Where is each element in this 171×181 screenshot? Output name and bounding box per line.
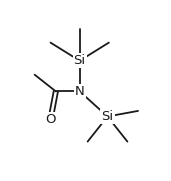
Text: Si: Si (101, 110, 114, 123)
Text: N: N (75, 85, 85, 98)
Text: O: O (45, 113, 56, 126)
Text: Si: Si (74, 54, 86, 67)
